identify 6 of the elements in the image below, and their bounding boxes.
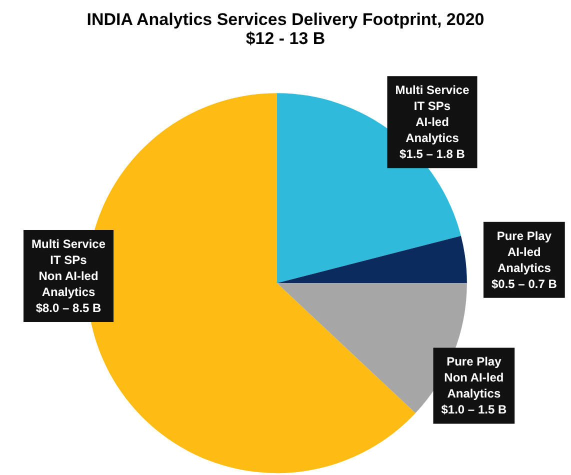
slice-label: Multi Service IT SPs AI-led Analytics $1.5 – 1.8 B — [395, 83, 470, 162]
slice-label: Multi Service IT SPs Non AI-led Analytics $8.0 – 8.5 B — [32, 236, 106, 315]
slice-label: Pure Play Non AI-led Analytics $1.0 – 1.5 B — [441, 354, 507, 417]
chart-subtitle: $12 - 13 B — [246, 29, 326, 48]
slice-label: Pure Play AI-led Analytics $0.5 – 0.7 B — [491, 228, 558, 291]
chart-title: INDIA Analytics Services Delivery Footprint, 2020 — [86, 10, 484, 29]
